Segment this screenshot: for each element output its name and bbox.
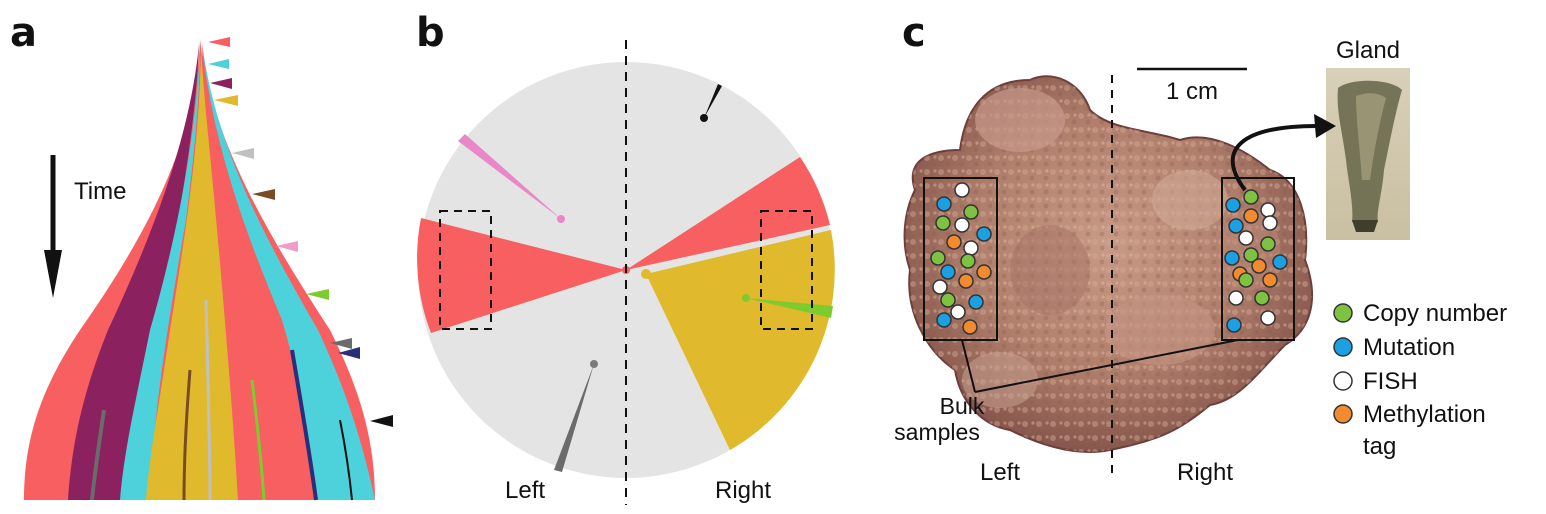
- gland-arrowhead: [1314, 114, 1336, 138]
- clone-cyan-left: [120, 46, 200, 500]
- clone-black-sliver: [704, 84, 722, 118]
- marker-brown: [252, 189, 275, 200]
- clone-red-right-wedge: [626, 157, 830, 270]
- bulk-box-left: [923, 177, 998, 341]
- marker-red: [208, 37, 230, 47]
- bulk-label-line1: Bulk: [940, 393, 985, 419]
- clone-red-right-lobe: [202, 44, 316, 500]
- bulk-leader-left: [961, 339, 976, 393]
- left-label-b: Left: [505, 477, 545, 504]
- sample-dots-left: [930, 182, 992, 335]
- clone-cyan: [202, 42, 375, 500]
- marker-green: [306, 289, 329, 300]
- clone-grey-sliver: [554, 364, 594, 472]
- legend-item-copy-number: Copy number: [1333, 300, 1507, 327]
- clone-gold: [146, 46, 238, 500]
- panel-a: a Time: [10, 10, 393, 501]
- legend-label: FISH: [1363, 368, 1418, 395]
- panel-c-letter: c: [902, 10, 926, 56]
- gland-image: [1326, 68, 1410, 240]
- clone-pink-sliver: [458, 134, 561, 219]
- lineage-navy: [290, 349, 318, 501]
- panel-b: b Left Right: [416, 10, 835, 505]
- time-arrow: [44, 155, 62, 298]
- bulk-label-line2: samples: [894, 419, 980, 445]
- gland-label: Gland: [1336, 37, 1400, 64]
- gold-origin-dot: [641, 269, 651, 279]
- right-label-c: Right: [1177, 459, 1233, 486]
- legend: Copy number Mutation FISH Methylation ta…: [1333, 300, 1507, 460]
- lineage-silver: [204, 299, 212, 501]
- lineage-green: [250, 379, 266, 501]
- bulk-box-right: [1221, 177, 1295, 341]
- legend-item-mutation: Mutation: [1333, 334, 1455, 361]
- marker-grey: [330, 338, 352, 349]
- clone-gold-sector: [646, 230, 835, 450]
- panel-a-letter: a: [10, 10, 37, 56]
- time-label: Time: [74, 178, 126, 205]
- left-label-c: Left: [980, 459, 1020, 486]
- green-origin-dot: [742, 294, 750, 302]
- marker-navy: [338, 347, 360, 359]
- legend-label: Mutation: [1363, 334, 1455, 361]
- lineage-black: [339, 419, 353, 501]
- panel-b-letter: b: [416, 10, 445, 56]
- black-origin-dot: [700, 114, 708, 122]
- clone-green-sliver: [746, 298, 833, 318]
- clone-markers: [208, 37, 393, 427]
- right-label-b: Right: [715, 477, 771, 504]
- marker-gold: [214, 95, 238, 106]
- marker-pink: [276, 241, 298, 252]
- sample-dots-right: [1224, 189, 1288, 333]
- marker-black: [370, 415, 393, 427]
- clone-maroon: [68, 44, 199, 500]
- marker-silver: [232, 148, 254, 159]
- scale-label: 1 cm: [1166, 78, 1218, 105]
- legend-item-methylation: Methylation tag: [1333, 401, 1486, 460]
- gland-arrow: [1230, 123, 1323, 192]
- legend-item-fish: FISH: [1333, 368, 1418, 395]
- grey-origin-dot: [590, 360, 598, 368]
- lineage-brown: [182, 369, 192, 501]
- legend-label: Methylation: [1363, 401, 1486, 428]
- marker-maroon: [210, 78, 232, 89]
- lineage-grey: [90, 409, 106, 501]
- bulk-leader-right: [974, 339, 1239, 393]
- clone-red-left-wedge: [417, 218, 626, 333]
- panel-c: c 1 cm: [894, 10, 1507, 486]
- pink-origin-dot: [557, 215, 565, 223]
- legend-label-line2: tag: [1363, 433, 1396, 460]
- marker-cyan: [208, 59, 229, 69]
- legend-label: Copy number: [1363, 300, 1507, 327]
- panel-a-tree: [24, 40, 375, 501]
